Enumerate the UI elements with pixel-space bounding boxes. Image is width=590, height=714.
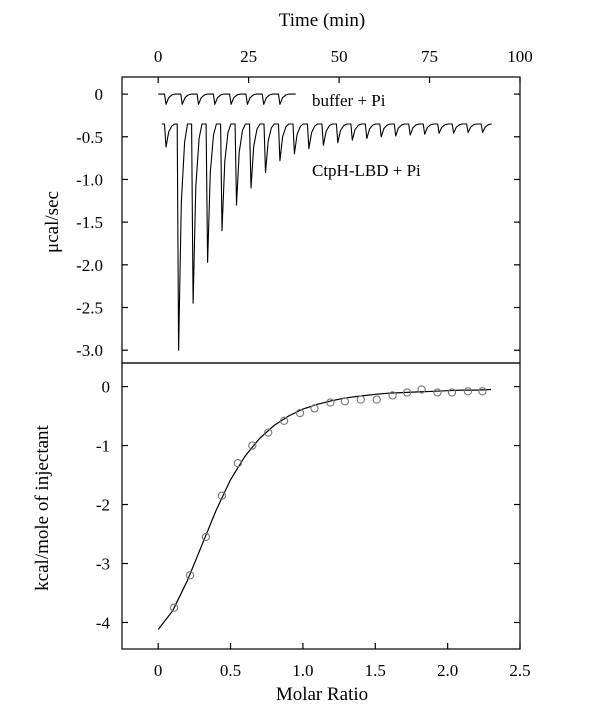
data-point-12 bbox=[356, 395, 365, 404]
bottom-y-tick-label-0: 0 bbox=[102, 378, 111, 397]
bottom-y-axis-title: kcal/mole of injectant bbox=[32, 424, 53, 590]
bottom-y-tick-label-4: -4 bbox=[96, 613, 111, 632]
bottom-x-tick-label-0: 0 bbox=[154, 661, 163, 680]
top-y-tick-label-2: -1.0 bbox=[76, 170, 103, 189]
data-point-5 bbox=[248, 441, 257, 450]
data-point-20 bbox=[478, 387, 487, 396]
bottom-points bbox=[169, 385, 487, 612]
top-x-tick-label-4: 100 bbox=[507, 47, 533, 66]
fit-curve bbox=[157, 388, 492, 630]
data-point-4 bbox=[233, 459, 242, 468]
top-x-ticks: 0 25 50 75 100 bbox=[154, 47, 533, 83]
data-point-3 bbox=[217, 491, 227, 500]
bottom-x-tick-label-5: 2.5 bbox=[509, 661, 530, 680]
top-y-tick-label-1: -0.5 bbox=[76, 128, 103, 147]
top-panel: Time (min) μcal/sec 0 25 50 75 100 0 -0.5 -1.0… bbox=[42, 10, 533, 364]
series-label-buffer: buffer + Pi bbox=[312, 91, 386, 110]
top-y-axis-title: μcal/sec bbox=[42, 191, 63, 253]
data-point-6 bbox=[264, 428, 273, 437]
data-point-16 bbox=[417, 385, 426, 394]
data-point-8 bbox=[295, 408, 305, 418]
bottom-x-tick-label-3: 1.5 bbox=[365, 661, 386, 680]
data-point-9 bbox=[310, 404, 319, 413]
thermogram-trace-0 bbox=[158, 93, 296, 105]
data-point-18 bbox=[447, 388, 457, 397]
data-point-1 bbox=[185, 571, 195, 580]
bottom-panel: Molar Ratio kcal/mole of injectant 0 0.5 1… bbox=[32, 362, 531, 705]
data-point-14 bbox=[388, 391, 397, 400]
bottom-x-tick-label-1: 0.5 bbox=[220, 661, 241, 680]
top-y-tick-label-3: -1.5 bbox=[76, 213, 103, 232]
top-x-axis-title: Time (min) bbox=[279, 10, 365, 31]
top-y-tick-label-5: -2.5 bbox=[76, 299, 103, 318]
top-x-tick-label-3: 75 bbox=[421, 47, 438, 66]
data-point-19 bbox=[463, 387, 473, 396]
data-point-17 bbox=[433, 388, 442, 397]
data-point-0 bbox=[169, 603, 179, 612]
top-y-tick-label-0: 0 bbox=[95, 85, 104, 104]
bottom-x-axis-title: Molar Ratio bbox=[276, 684, 368, 705]
data-point-13 bbox=[372, 395, 381, 404]
thermogram-trace-1 bbox=[161, 123, 492, 351]
bottom-x-ticks: 0 0.5 1.0 1.5 2.0 2.5 bbox=[154, 643, 531, 680]
top-y-tick-label-6: -3.0 bbox=[76, 341, 103, 360]
bottom-fit bbox=[157, 388, 492, 630]
bottom-panel-frame bbox=[121, 362, 521, 650]
top-y-tick-label-4: -2.0 bbox=[76, 256, 103, 275]
bottom-y-tick-label-1: -1 bbox=[96, 437, 110, 456]
bottom-x-tick-label-4: 2.0 bbox=[437, 661, 458, 680]
bottom-y-ticks: 0 -1 -2 -3 -4 bbox=[96, 378, 520, 632]
series-label-ctph: CtpH-LBD + Pi bbox=[312, 161, 421, 180]
top-panel-frame bbox=[121, 76, 521, 364]
top-y-ticks: 0 -0.5 -1.0 -1.5 -2.0 -2.5 -3.0 bbox=[76, 85, 520, 360]
bottom-x-tick-label-2: 1.0 bbox=[292, 661, 313, 680]
top-x-tick-label-2: 50 bbox=[331, 47, 348, 66]
top-x-tick-label-1: 25 bbox=[240, 47, 257, 66]
bottom-y-tick-label-3: -3 bbox=[96, 554, 110, 573]
top-traces bbox=[158, 93, 492, 351]
top-x-tick-label-0: 0 bbox=[154, 47, 163, 66]
data-point-10 bbox=[326, 398, 335, 407]
bottom-y-tick-label-2: -2 bbox=[96, 496, 110, 515]
data-point-2 bbox=[201, 532, 211, 542]
data-point-15 bbox=[402, 388, 412, 397]
data-point-7 bbox=[279, 416, 289, 425]
data-point-11 bbox=[340, 397, 350, 406]
